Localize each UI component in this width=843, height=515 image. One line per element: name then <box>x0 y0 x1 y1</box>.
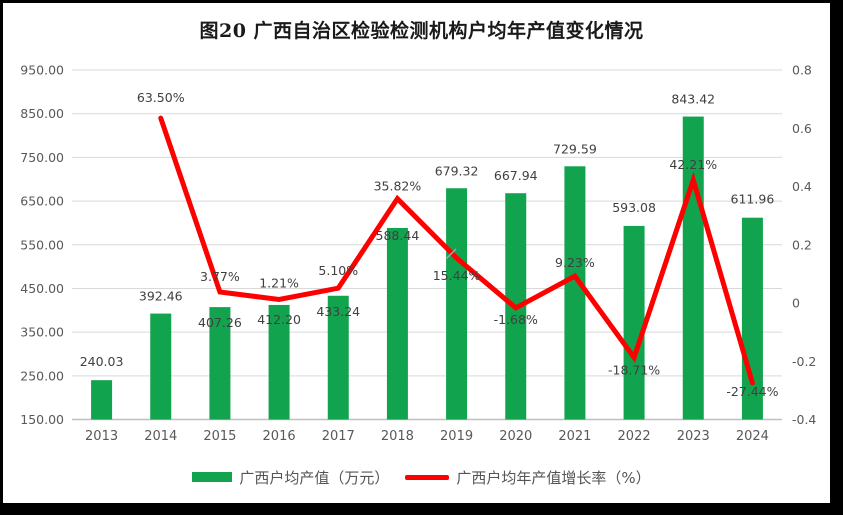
chart-title: 图20 广西自治区检验检测机构户均年产值变化情况 <box>199 20 644 42</box>
growth-label-2022: -18.71% <box>608 362 660 377</box>
bar-2013 <box>91 380 113 420</box>
growth-label-2016: 1.21% <box>259 275 299 290</box>
growth-label-2024: -27.44% <box>726 384 778 399</box>
line-series-swatch <box>405 474 450 480</box>
x-axis-label-2024: 2024 <box>736 429 769 444</box>
bar-value-label-2016: 412.20 <box>257 312 301 327</box>
x-axis-label-2020: 2020 <box>499 429 532 444</box>
bar-2015 <box>209 307 231 420</box>
left-axis-tick: 150.00 <box>20 412 64 427</box>
legend: 广西户均产值（万元） 广西户均年产值增长率（%） <box>0 463 843 491</box>
growth-label-2014: 63.50% <box>137 90 185 105</box>
left-axis-tick: 650.00 <box>20 194 64 209</box>
growth-label-2020: -1.68% <box>494 312 538 327</box>
x-axis-label-2018: 2018 <box>381 429 414 444</box>
growth-label-2023: 42.21% <box>669 157 717 172</box>
bar-value-label-2015: 407.26 <box>198 315 242 330</box>
left-axis-tick: 250.00 <box>20 368 64 383</box>
x-axis-label-2019: 2019 <box>440 429 473 444</box>
bar-2014 <box>150 313 172 420</box>
bar-2016 <box>268 304 290 420</box>
bar-value-label-2019: 679.32 <box>435 163 479 178</box>
right-axis-tick: 0.8 <box>792 63 812 78</box>
bar-2018 <box>386 227 408 420</box>
right-axis-tick: 0.4 <box>792 179 812 194</box>
bar-2019 <box>446 188 468 420</box>
x-axis-label-2022: 2022 <box>618 429 651 444</box>
growth-label-2017: 5.10% <box>318 263 358 278</box>
legend-item-bar-series: 广西户均产值（万元） <box>192 467 389 488</box>
x-axis-label-2015: 2015 <box>203 429 236 444</box>
legend-item-line-series: 广西户均年产值增长率（%） <box>405 467 651 488</box>
bar-value-label-2014: 392.46 <box>139 289 183 304</box>
bar-value-label-2021: 729.59 <box>553 141 597 156</box>
left-axis-tick: 350.00 <box>20 325 64 340</box>
x-axis-label-2013: 2013 <box>85 429 118 444</box>
x-axis-label-2023: 2023 <box>677 429 710 444</box>
bar-value-label-2020: 667.94 <box>494 168 538 183</box>
left-axis-tick: 550.00 <box>20 237 64 252</box>
bar-value-label-2022: 593.08 <box>612 200 656 215</box>
bar-series-label: 广西户均产值（万元） <box>239 468 390 487</box>
x-axis-label-2021: 2021 <box>558 429 591 444</box>
bar-value-label-2024: 611.96 <box>731 192 775 207</box>
growth-rate-line <box>158 115 755 386</box>
growth-label-2021: 9.23% <box>555 255 595 270</box>
right-axis-tick: 0.6 <box>792 121 812 136</box>
right-axis-tick: -0.4 <box>792 412 816 427</box>
right-axis-tick: -0.2 <box>792 354 816 369</box>
bar-series-swatch <box>192 472 233 482</box>
growth-label-2015: 3.77% <box>200 269 240 284</box>
x-axis-label-2016: 2016 <box>263 429 296 444</box>
growth-label-2019: 15.44% <box>433 268 481 283</box>
x-axis-label-2014: 2014 <box>144 429 177 444</box>
left-axis-tick: 450.00 <box>20 281 64 296</box>
bar-value-label-2017: 433.24 <box>316 304 360 319</box>
bar-value-label-2013: 240.03 <box>80 354 124 369</box>
x-axis-label-2017: 2017 <box>322 429 355 444</box>
right-axis-tick: 0 <box>792 296 800 311</box>
line-series-label: 广西户均年产值增长率（%） <box>456 468 651 487</box>
left-axis-tick: 850.00 <box>20 106 64 121</box>
right-axis-tick: 0.2 <box>792 237 812 252</box>
bar-2021 <box>564 166 586 420</box>
bar-2022 <box>623 225 645 420</box>
left-axis-tick: 950.00 <box>20 63 64 78</box>
bar-2017 <box>327 295 349 420</box>
left-axis-tick: 750.00 <box>20 150 64 165</box>
bar-value-label-2023: 843.42 <box>671 92 715 107</box>
growth-label-2018: 35.82% <box>374 179 422 194</box>
bar-value-label-2018: 588.44 <box>376 228 420 243</box>
label-leader-line <box>445 248 457 260</box>
